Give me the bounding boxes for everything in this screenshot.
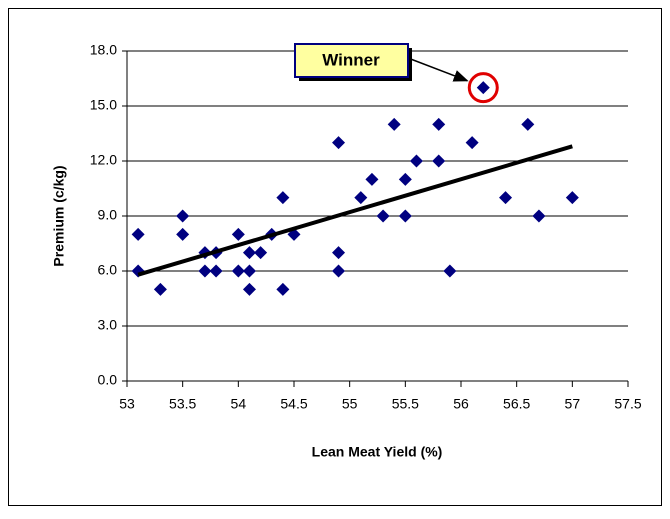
x-tick-label: 54.5: [280, 396, 307, 412]
point: [398, 209, 412, 223]
chart-frame: [8, 8, 662, 506]
point: [499, 191, 513, 205]
point: [387, 117, 401, 131]
point: [432, 154, 446, 168]
x-tick-label: 55: [342, 396, 358, 412]
point: [476, 81, 490, 95]
y-tick-label: 9.0: [98, 207, 118, 223]
point: [209, 264, 223, 278]
point: [465, 136, 479, 150]
x-tick-label: 53: [119, 396, 135, 412]
x-tick-label: 53.5: [169, 396, 196, 412]
point: [153, 282, 167, 296]
point: [332, 136, 346, 150]
point: [176, 209, 190, 223]
point: [398, 172, 412, 186]
annotation-text: Winner: [322, 50, 380, 69]
point: [354, 191, 368, 205]
point: [276, 282, 290, 296]
point: [231, 227, 245, 241]
winner-circle: [467, 72, 499, 104]
point: [242, 246, 256, 260]
x-axis-label: Lean Meat Yield (%): [312, 444, 443, 460]
point: [521, 117, 535, 131]
point: [242, 282, 256, 296]
point: [565, 191, 579, 205]
y-axis-label: Premium (c/kg): [51, 165, 67, 266]
x-tick-label: 57.5: [614, 396, 641, 412]
y-tick-label: 6.0: [98, 262, 118, 278]
point: [443, 264, 457, 278]
point: [176, 227, 190, 241]
x-tick-label: 57: [565, 396, 581, 412]
y-tick-label: 12.0: [90, 152, 117, 168]
point: [254, 246, 268, 260]
annotation-arrow: [407, 57, 469, 82]
point: [276, 191, 290, 205]
annotation-box: [294, 43, 409, 78]
y-tick-label: 0.0: [98, 372, 118, 388]
x-tick-label: 55.5: [392, 396, 419, 412]
y-tick-label: 18.0: [90, 42, 117, 58]
point: [198, 264, 212, 278]
x-tick-label: 56.5: [503, 396, 530, 412]
x-tick-label: 56: [453, 396, 469, 412]
point: [231, 264, 245, 278]
point: [532, 209, 546, 223]
point: [332, 264, 346, 278]
point: [432, 117, 446, 131]
trendline: [137, 144, 573, 277]
point: [242, 264, 256, 278]
y-tick-label: 15.0: [90, 97, 117, 113]
y-tick-label: 3.0: [98, 317, 118, 333]
point: [131, 227, 145, 241]
point: [376, 209, 390, 223]
point: [332, 246, 346, 260]
point: [365, 172, 379, 186]
x-tick-label: 54: [231, 396, 247, 412]
point: [409, 154, 423, 168]
